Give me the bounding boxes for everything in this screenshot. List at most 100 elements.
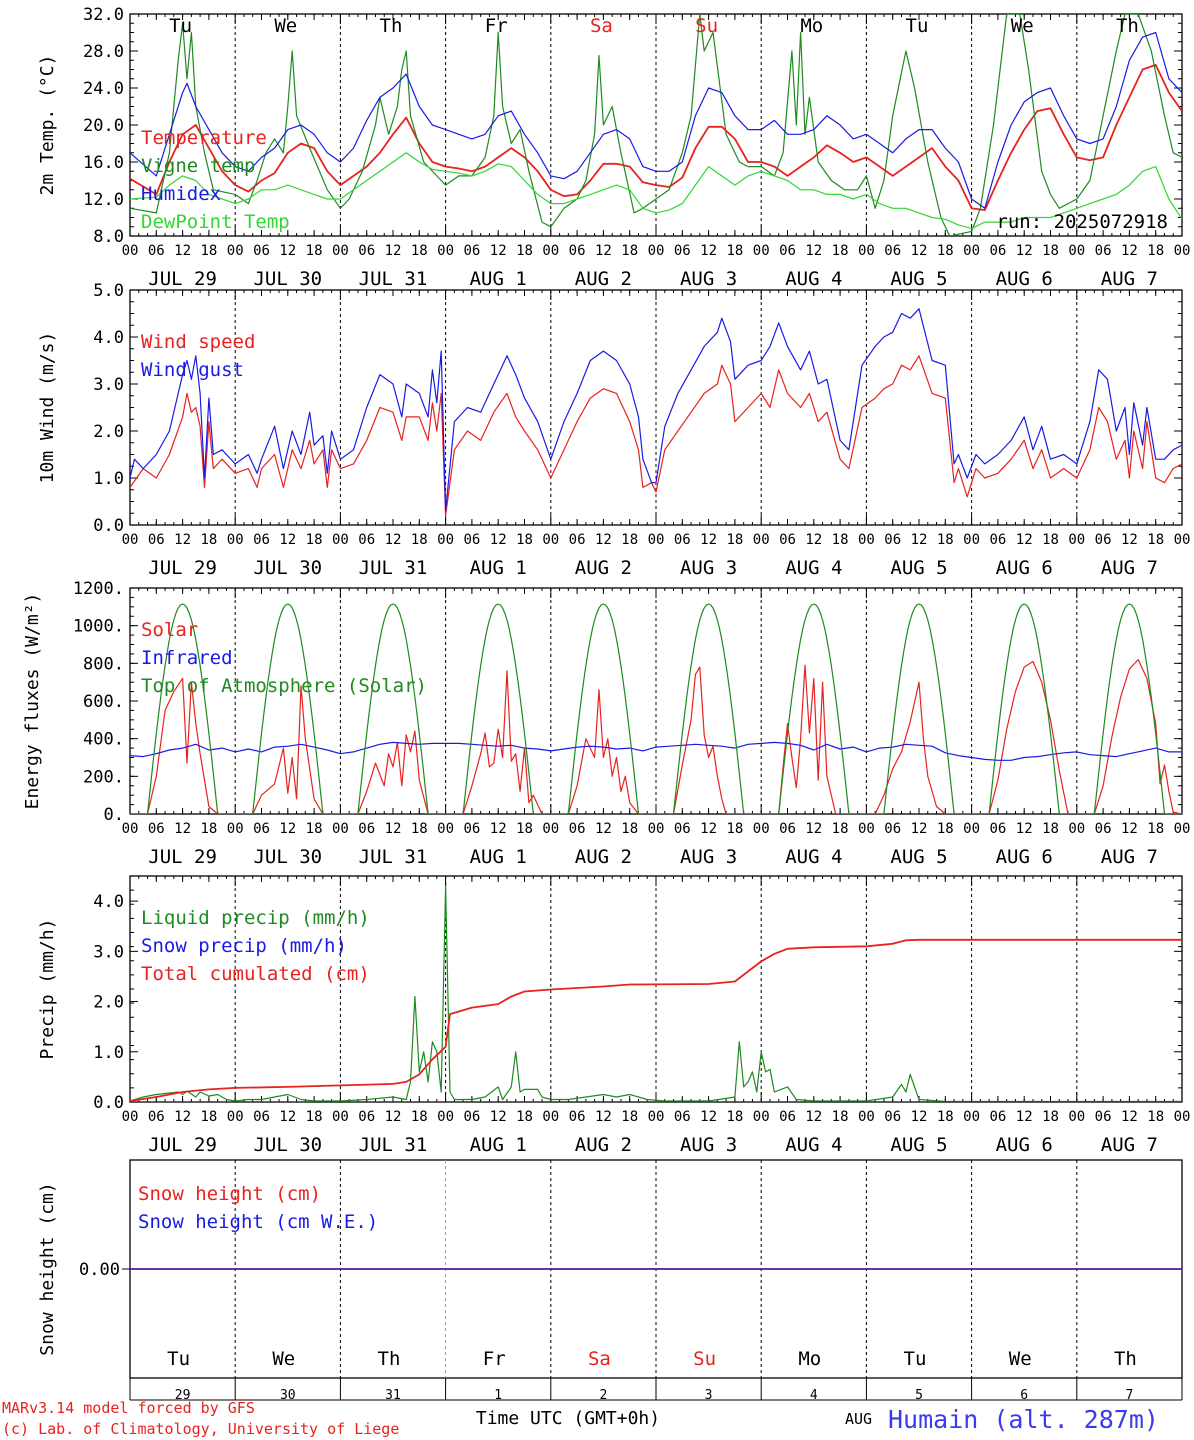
hour-label: 12 (1121, 243, 1138, 259)
hour-label: 18 (516, 1109, 533, 1125)
y-tick-label: 400. (83, 730, 124, 750)
y-tick-label: 0. (104, 805, 124, 825)
date-label: AUG 6 (996, 557, 1053, 579)
hour-label: 18 (621, 243, 638, 259)
hour-label: 12 (1016, 821, 1033, 837)
hour-label: 00 (227, 1109, 244, 1125)
series-line-total-cumulated-cm- (130, 938, 1182, 1102)
hour-label: 00 (648, 243, 665, 259)
hour-label: 00 (753, 1109, 770, 1125)
hour-label: 12 (1121, 532, 1138, 548)
hour-label: 12 (911, 532, 928, 548)
hour-label: 18 (937, 532, 954, 548)
hour-label: 06 (1095, 1109, 1112, 1125)
y-tick-label: 1200. (73, 579, 124, 599)
date-label: JUL 30 (253, 268, 322, 290)
date-label: AUG 2 (575, 268, 632, 290)
hour-label: 06 (674, 532, 691, 548)
hour-label: 18 (1042, 243, 1059, 259)
hour-label: 18 (726, 532, 743, 548)
hour-label: 12 (279, 1109, 296, 1125)
hour-label: 06 (463, 532, 480, 548)
hour-label: 00 (648, 1109, 665, 1125)
hour-label: 00 (227, 243, 244, 259)
y-tick-label: 800. (83, 654, 124, 674)
date-label: AUG 1 (470, 846, 527, 868)
hour-label: 18 (1042, 532, 1059, 548)
date-label: JUL 29 (148, 268, 217, 290)
legend-entry: Snow height (cm) (138, 1183, 321, 1205)
hour-label: 18 (726, 1109, 743, 1125)
date-label: AUG 6 (996, 846, 1053, 868)
lab-credit: (c) Lab. of Climatology, University of L… (2, 1420, 399, 1438)
hour-label: 06 (779, 532, 796, 548)
series-group (130, 603, 1182, 814)
hour-label: 18 (1147, 243, 1164, 259)
series-group (130, 308, 1182, 517)
hour-label: 06 (253, 243, 270, 259)
series-group (130, 885, 1182, 1102)
y-tick-label: 0.00 (79, 1260, 120, 1280)
hour-label: 06 (989, 1109, 1006, 1125)
date-label: AUG 1 (470, 1134, 527, 1156)
day-name: Tu (169, 15, 192, 37)
panel-5: 29 30 31 1 2 3 4 5 6 7 0.00 Snow height (cm) Snow he… (37, 1159, 1183, 1403)
hour-label: 12 (279, 243, 296, 259)
hour-label: 12 (490, 1109, 507, 1125)
hour-label: 18 (200, 532, 217, 548)
hour-label: 06 (148, 532, 165, 548)
hour-label: 12 (1016, 243, 1033, 259)
hour-label: 18 (306, 1109, 323, 1125)
date-label: AUG 4 (785, 557, 842, 579)
legend-entry: Wind gust (141, 359, 244, 381)
legend-entry: Top of Atmosphere (Solar) (141, 675, 427, 697)
day-name: Tu (904, 1348, 927, 1370)
hour-label: 00 (542, 532, 559, 548)
hour-label: 00 (858, 1109, 875, 1125)
hour-label: 12 (805, 243, 822, 259)
y-axis-title: Precip (mm/h) (37, 919, 58, 1060)
hour-label: 18 (1042, 821, 1059, 837)
legend-entry: Wind speed (141, 331, 255, 353)
hour-label: 00 (437, 821, 454, 837)
month-label: AUG (845, 1410, 872, 1428)
hour-label: 12 (805, 1109, 822, 1125)
date-label: AUG 4 (785, 268, 842, 290)
date-label: JUL 29 (148, 557, 217, 579)
hour-label: 18 (306, 243, 323, 259)
hour-label: 12 (174, 821, 191, 837)
hour-label: 12 (490, 243, 507, 259)
hour-label: 06 (884, 821, 901, 837)
day-name: We (274, 15, 297, 37)
hour-label: 00 (332, 821, 349, 837)
legend-entry: Solar (141, 619, 198, 641)
y-tick-label: 8.0 (93, 227, 124, 247)
y-tick-label: 32.0 (83, 5, 124, 25)
hour-label: 18 (1147, 1109, 1164, 1125)
hour-label: 06 (463, 243, 480, 259)
y-tick-label: 1.0 (93, 469, 124, 489)
day-number: 1 (494, 1388, 502, 1403)
hour-label: 06 (148, 1109, 165, 1125)
date-label: JUL 30 (253, 1134, 322, 1156)
hour-label: 00 (858, 243, 875, 259)
hour-label: 12 (174, 243, 191, 259)
hour-label: 06 (989, 532, 1006, 548)
hour-label: 18 (621, 821, 638, 837)
day-number: 29 (175, 1388, 191, 1403)
hour-label: 00 (1068, 243, 1085, 259)
date-label: AUG 6 (996, 1134, 1053, 1156)
hour-label: 06 (148, 821, 165, 837)
legend-entry: Temperature (141, 127, 267, 149)
hour-label: 12 (174, 1109, 191, 1125)
series-line-humidex (130, 31, 1182, 209)
day-number: 2 (599, 1388, 607, 1403)
y-axis-title: Snow height (cm) (37, 1182, 58, 1355)
hour-label: 00 (542, 821, 559, 837)
hour-label: 00 (437, 1109, 454, 1125)
day-name: Su (695, 15, 718, 37)
legend-entry: Vigne temp (141, 155, 255, 177)
hour-label: 00 (963, 821, 980, 837)
day-name: Fr (483, 1348, 506, 1370)
date-label: AUG 5 (890, 268, 947, 290)
